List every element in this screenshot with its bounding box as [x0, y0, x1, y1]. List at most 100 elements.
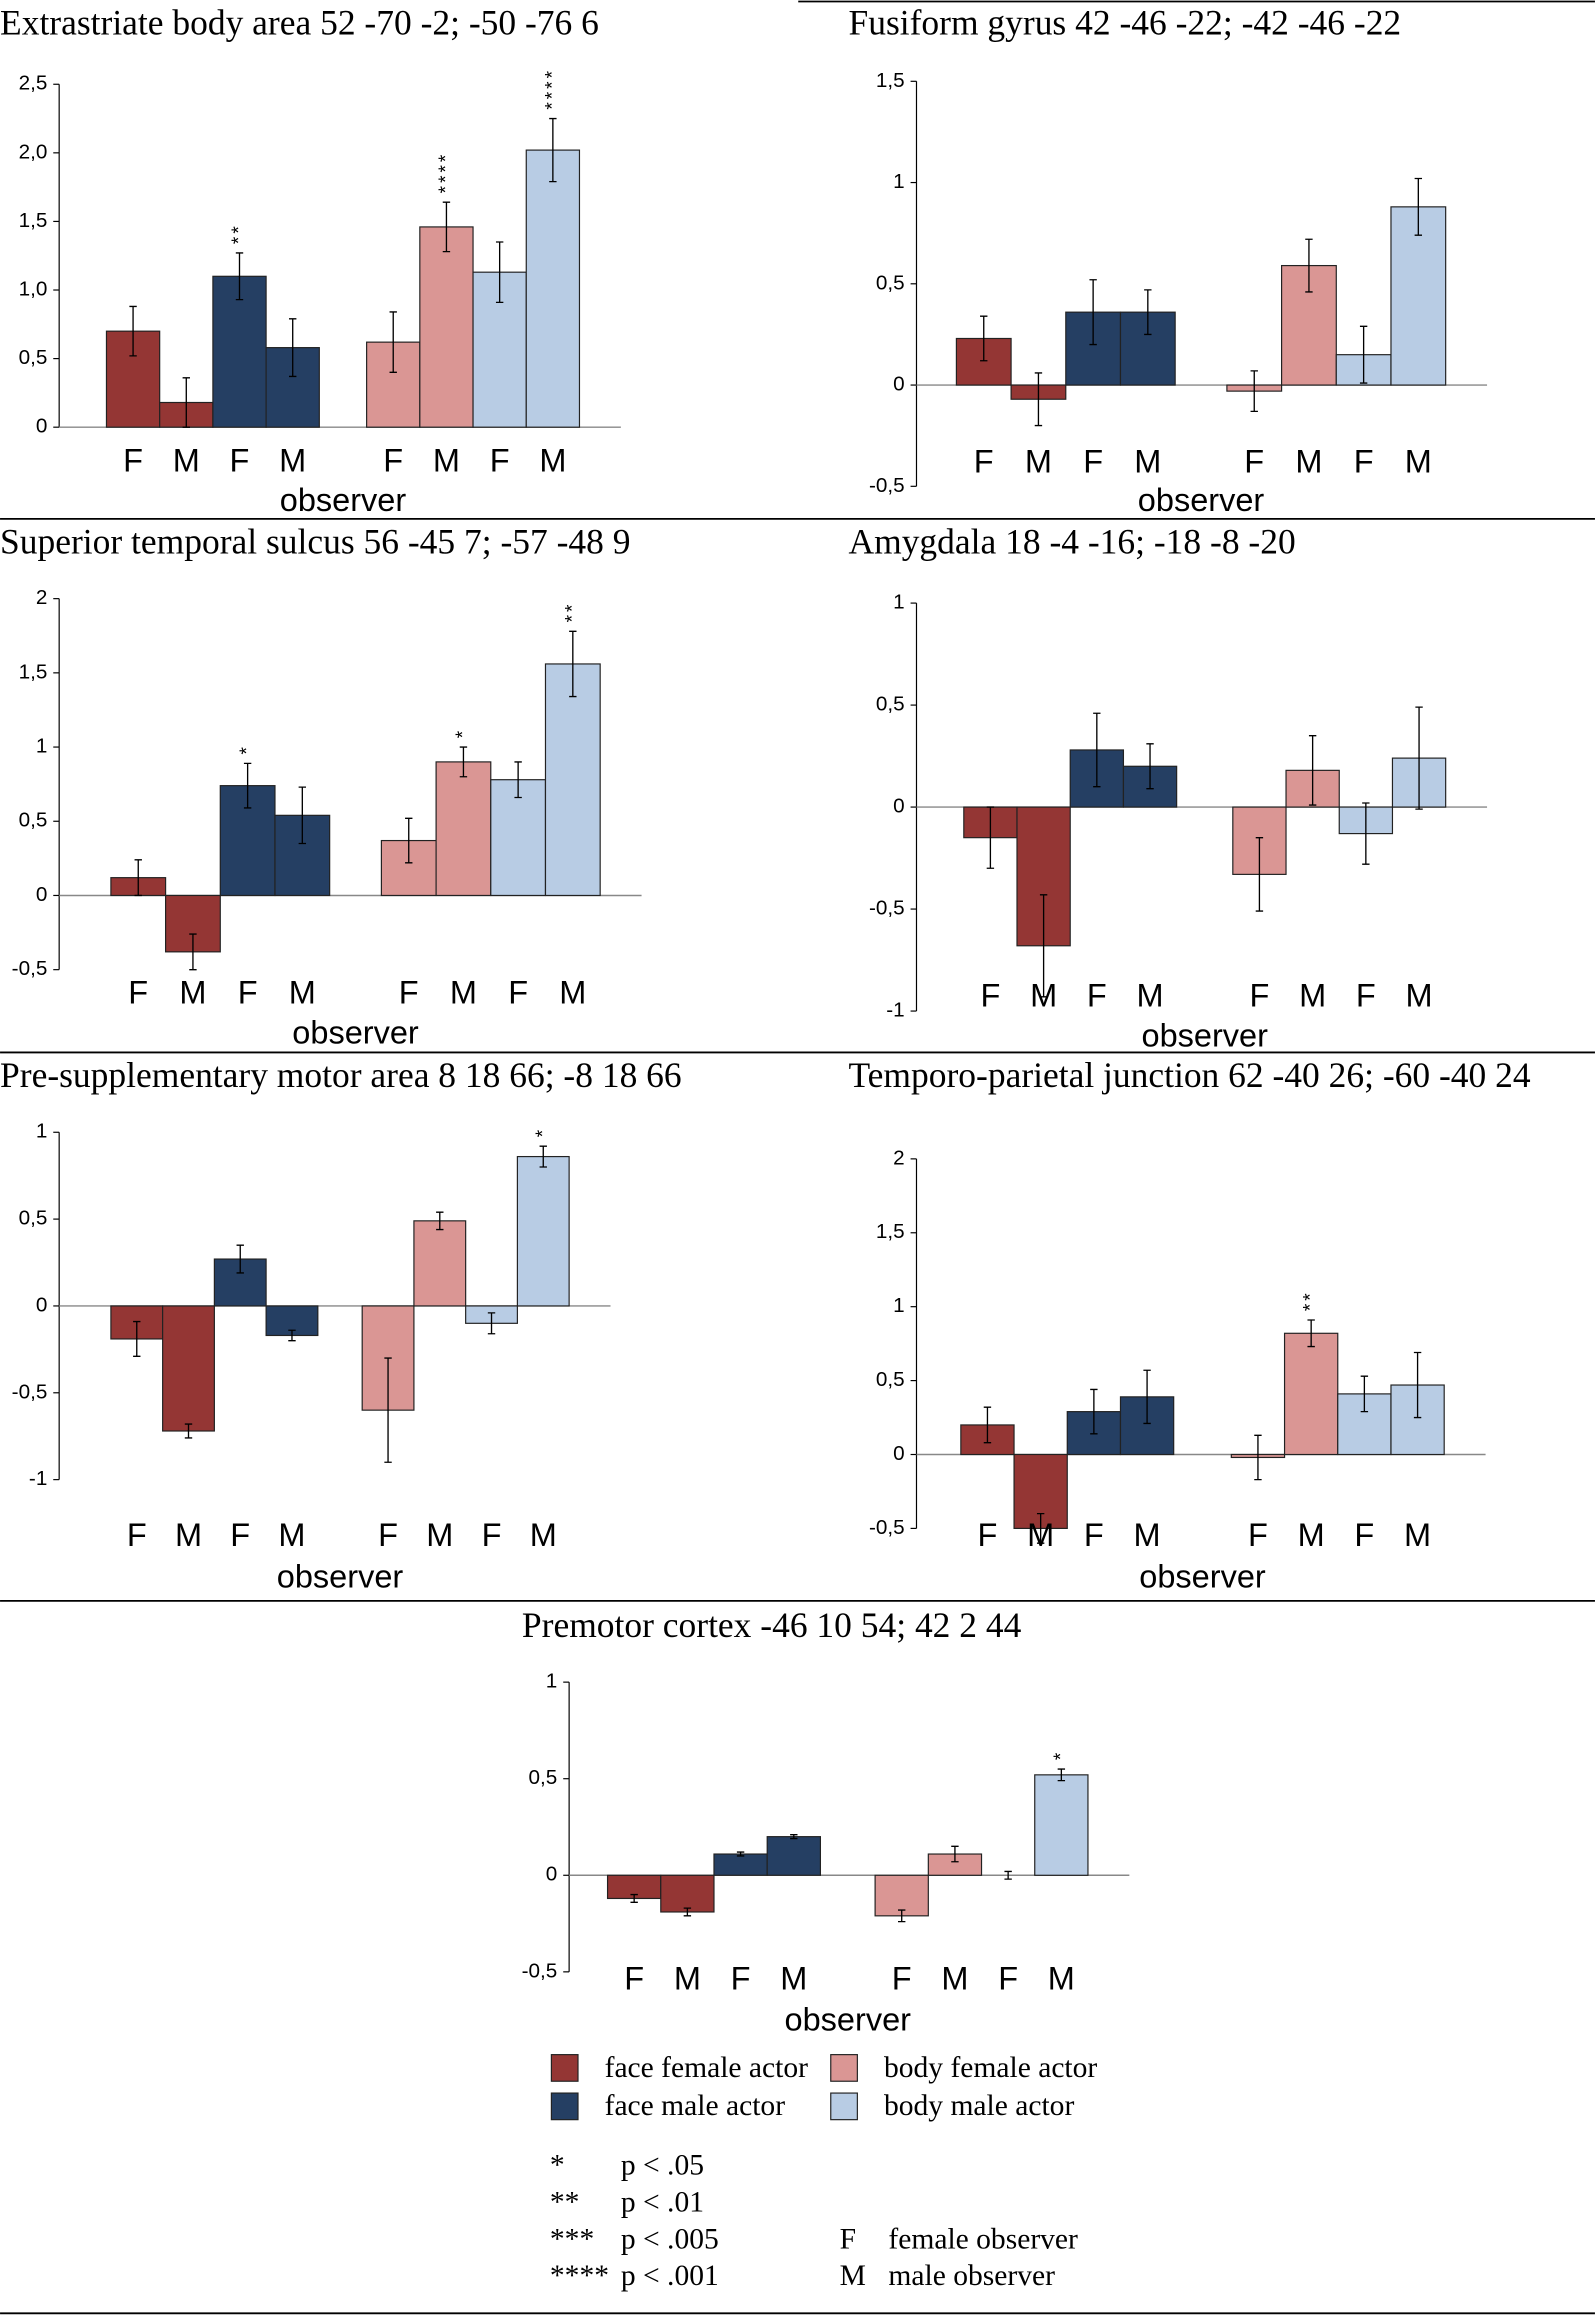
error-bar: [1305, 238, 1313, 293]
x-tick-label: F: [383, 442, 403, 478]
x-tick-label: M: [1299, 977, 1326, 1013]
y-tick-label: 1: [36, 735, 48, 758]
significance-symbol: ***: [550, 2223, 594, 2255]
error-bar: [790, 1834, 798, 1840]
bar: [212, 275, 267, 428]
x-tick-label: M: [941, 1960, 968, 1996]
error-bar: [980, 315, 988, 362]
x-tick-label: F: [482, 1517, 502, 1553]
error-bar: [1308, 735, 1317, 806]
significance-label: p < .005: [621, 2223, 719, 2255]
y-tick-label: -0,5: [12, 957, 48, 980]
error-bar: [1414, 177, 1423, 236]
x-tick-label: F: [624, 1960, 644, 1996]
error-bar: [1057, 1768, 1066, 1782]
y-tick-label: 2,5: [19, 72, 48, 95]
legend-label: face male actor: [605, 2090, 786, 2122]
chart-title: Amygdala 18 -4 -16; -18 -8 -20: [848, 522, 1295, 562]
error-bar: [951, 1845, 959, 1863]
x-tick-label: M: [1048, 1960, 1075, 1996]
y-tick-label: 1,0: [19, 277, 48, 300]
bar: [162, 1305, 215, 1432]
bar: [544, 663, 601, 897]
error-bar: [1143, 1369, 1151, 1425]
bar: [713, 1853, 768, 1876]
x-tick-label: M: [1030, 977, 1057, 1013]
y-tick-label: 0: [36, 883, 48, 906]
x-tick-label: M: [289, 974, 316, 1010]
error-bar: [436, 1211, 444, 1231]
error-bar: [1004, 1870, 1012, 1880]
y-tick-label: -1: [29, 1467, 47, 1490]
error-bar: [298, 786, 307, 845]
error-bar: [1089, 279, 1097, 346]
significance-symbol: ****: [550, 2260, 609, 2292]
x-tick-label: F: [1083, 444, 1103, 480]
x-tick-label: F: [490, 442, 510, 478]
x-tick-label: F: [1084, 1517, 1104, 1553]
significance-stars: *: [533, 1127, 554, 1137]
x-axis-label: observer: [1142, 1017, 1269, 1053]
x-tick-label: M: [1295, 444, 1322, 480]
y-tick-label: 1: [893, 591, 905, 614]
y-tick-label: -0,5: [522, 1959, 558, 1982]
chart-title: Extrastriate body area 52 -70 -2; -50 -7…: [0, 3, 599, 43]
x-tick-label: M: [279, 442, 306, 478]
error-bar: [1039, 894, 1048, 998]
bar: [105, 330, 161, 428]
bar: [660, 1874, 715, 1913]
y-tick-label: 0,5: [19, 809, 48, 832]
y-tick-label: 0: [546, 1863, 558, 1886]
bar: [516, 1155, 570, 1307]
x-tick-label: F: [127, 1517, 147, 1553]
x-tick-label: F: [731, 1960, 751, 1996]
error-bar: [182, 377, 190, 428]
x-tick-label: M: [1134, 444, 1161, 480]
x-tick-label: M: [173, 442, 200, 478]
x-tick-label: F: [892, 1960, 912, 1996]
x-tick-label: F: [1087, 977, 1107, 1013]
x-tick-label: F: [1356, 977, 1376, 1013]
y-tick-label: 1: [546, 1670, 558, 1693]
y-tick-label: 2: [36, 586, 48, 609]
chart-title: Pre-supplementary motor area 8 18 66; -8…: [0, 1055, 682, 1095]
bar: [874, 1874, 929, 1917]
error-bar: [1307, 1319, 1315, 1348]
significance-stars: ****: [436, 152, 457, 194]
x-tick-label: F: [974, 444, 994, 480]
x-tick-label: F: [508, 974, 528, 1010]
error-bar: [288, 1329, 296, 1342]
x-tick-label: M: [1134, 1517, 1161, 1553]
error-bar: [459, 746, 468, 778]
y-tick-label: 0: [893, 795, 905, 818]
chart-title: Superior temporal sulcus 56 -45 7; -57 -…: [0, 522, 630, 562]
y-tick-label: 0,5: [876, 271, 905, 294]
error-bar: [1362, 802, 1370, 865]
x-axis-label: observer: [785, 2002, 912, 2038]
y-tick-label: 0,5: [19, 346, 48, 369]
x-tick-label: M: [1136, 977, 1163, 1013]
y-tick-label: 0,5: [876, 1368, 905, 1391]
x-axis-label: observer: [280, 482, 407, 518]
significance-stars: ****: [542, 68, 563, 110]
significance-symbol: **: [550, 2186, 580, 2218]
y-tick-label: 1,5: [876, 69, 905, 92]
error-bar: [133, 1320, 141, 1357]
y-tick-label: -1: [886, 999, 904, 1022]
bar: [1283, 1332, 1339, 1456]
observer-symbol: M: [840, 2260, 866, 2292]
x-tick-label: M: [539, 442, 566, 478]
x-tick-label: M: [1404, 1517, 1431, 1553]
y-tick-label: 0: [36, 1293, 48, 1316]
x-tick-label: M: [1406, 977, 1433, 1013]
error-bar: [1415, 706, 1423, 810]
chart-title: Fusiform gyrus 42 -46 -22; -42 -46 -22: [848, 3, 1401, 43]
significance-stars: *: [237, 744, 258, 754]
x-tick-label: F: [978, 1517, 998, 1553]
x-axis-label: observer: [1138, 482, 1265, 518]
y-tick-label: 0,5: [529, 1766, 558, 1789]
legend-swatch: [550, 2054, 579, 2082]
x-tick-label: M: [450, 974, 477, 1010]
error-bar: [243, 762, 252, 809]
y-tick-label: 1,5: [19, 209, 48, 232]
